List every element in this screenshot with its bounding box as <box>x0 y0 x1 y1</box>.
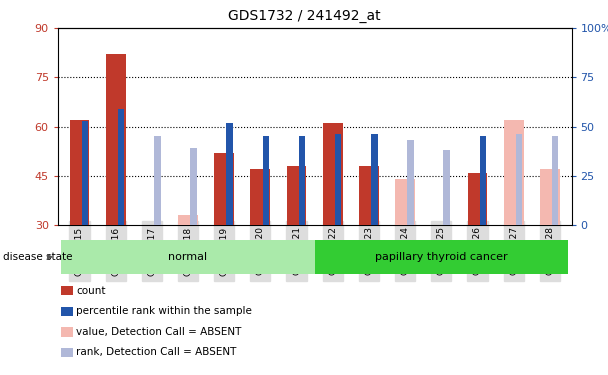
Text: normal: normal <box>168 252 207 262</box>
Text: GDS1732 / 241492_at: GDS1732 / 241492_at <box>227 9 381 23</box>
Bar <box>250 169 271 225</box>
Bar <box>226 123 233 225</box>
Bar <box>178 215 198 225</box>
Bar <box>503 120 523 225</box>
Bar <box>407 140 414 225</box>
Bar <box>552 136 559 225</box>
Bar <box>468 172 488 225</box>
Bar <box>118 109 124 225</box>
Bar <box>61 240 315 274</box>
Text: disease state: disease state <box>3 252 72 262</box>
Bar <box>315 240 568 274</box>
Bar <box>516 135 522 225</box>
Bar <box>540 169 560 225</box>
Bar <box>190 148 197 225</box>
Bar <box>480 136 486 225</box>
Text: count: count <box>76 286 106 296</box>
Text: value, Detection Call = ABSENT: value, Detection Call = ABSENT <box>76 327 241 337</box>
Bar <box>359 166 379 225</box>
Bar <box>286 166 306 225</box>
Bar <box>214 153 234 225</box>
Bar <box>106 54 126 225</box>
Bar <box>81 121 88 225</box>
Bar <box>154 136 161 225</box>
Bar <box>299 136 305 225</box>
Bar <box>323 123 343 225</box>
Bar <box>371 135 378 225</box>
Bar <box>443 150 450 225</box>
Text: rank, Detection Call = ABSENT: rank, Detection Call = ABSENT <box>76 348 237 357</box>
Bar <box>395 179 415 225</box>
Bar <box>263 136 269 225</box>
Text: percentile rank within the sample: percentile rank within the sample <box>76 306 252 316</box>
Bar <box>69 120 89 225</box>
Text: ▶: ▶ <box>47 252 54 261</box>
Bar <box>335 135 342 225</box>
Text: papillary thyroid cancer: papillary thyroid cancer <box>375 252 508 262</box>
